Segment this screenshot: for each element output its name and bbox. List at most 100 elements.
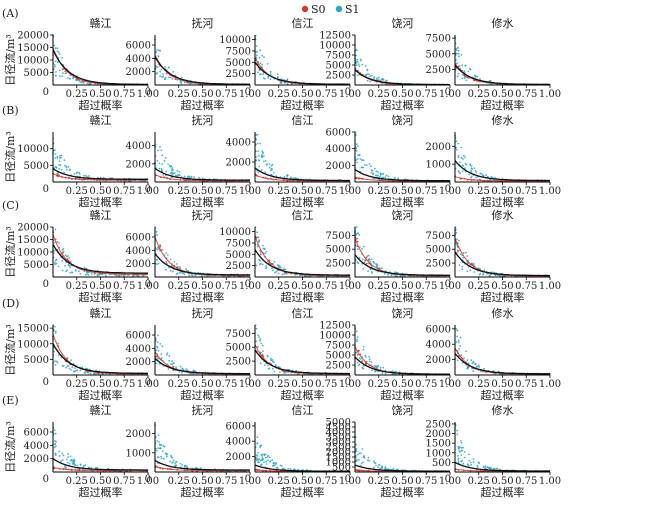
x-tick-label: 0.75 (113, 281, 135, 292)
data-point-s1 (256, 231, 259, 234)
data-point-s1 (390, 274, 393, 276)
data-point-s0 (462, 252, 465, 254)
data-point-s1 (55, 360, 58, 363)
x-tick-label: 0.75 (215, 281, 237, 292)
data-point-s1 (167, 368, 170, 370)
data-point-s1 (357, 63, 360, 65)
x-axis-title: 超过概率 (79, 195, 123, 209)
data-point-s1 (382, 172, 384, 175)
data-point-s1 (362, 166, 365, 169)
data-point-s1 (158, 443, 161, 446)
data-point-s1 (171, 270, 174, 273)
legend-item-s0: S0 (301, 3, 326, 16)
panel-title: 饶河 (392, 404, 414, 417)
data-point-s1 (261, 263, 264, 266)
data-point-s1 (470, 169, 472, 172)
data-point-s0 (467, 76, 469, 79)
data-point-s1 (76, 464, 79, 467)
data-point-s1 (379, 366, 382, 369)
data-point-s1 (372, 260, 375, 263)
x-tick-label-0: 0 (145, 474, 151, 485)
data-point-s1 (366, 164, 368, 167)
data-point-s1 (179, 266, 181, 268)
x-axis-title: 超过概率 (281, 98, 325, 112)
data-point-s1 (137, 275, 140, 277)
data-point-s1 (60, 168, 63, 171)
data-point-s1 (169, 76, 172, 79)
data-point-s1 (66, 269, 69, 271)
data-point-s1 (60, 460, 62, 462)
x-tick-label: 1.00 (439, 186, 461, 197)
data-point-s1 (362, 346, 365, 348)
data-point-s1 (53, 44, 56, 47)
data-point-s1 (255, 138, 258, 141)
data-point-s1 (357, 364, 360, 367)
x-tick-label: 0.50 (291, 186, 313, 197)
y-tick-label: 4000 (326, 428, 351, 439)
data-point-s1 (161, 76, 163, 78)
data-point-s1 (463, 451, 466, 453)
data-point-s1 (470, 165, 473, 167)
data-point-s1 (459, 336, 462, 339)
data-point-s1 (381, 465, 383, 468)
data-point-s1 (173, 261, 176, 263)
data-point-s1 (469, 163, 472, 166)
y-tick-label: 1500 (326, 453, 351, 464)
y-tick-label: 4500 (326, 423, 351, 434)
data-point-s1 (175, 366, 177, 368)
data-point-s1 (164, 66, 166, 68)
data-point-s1 (355, 226, 358, 228)
data-point-s1 (272, 171, 275, 174)
data-point-s0 (268, 259, 271, 262)
data-point-s1 (460, 454, 463, 456)
series-line-median (52, 343, 148, 375)
data-point-s1 (469, 67, 471, 70)
y-tick-label: 2000 (126, 357, 151, 368)
x-tick-label: 0.50 (89, 89, 111, 100)
x-tick-label: 0.50 (391, 476, 413, 487)
data-point-s1 (156, 160, 159, 162)
data-point-s1 (371, 266, 373, 268)
data-point-s1 (70, 368, 72, 371)
data-point-s1 (181, 272, 184, 274)
data-point-s1 (456, 75, 459, 78)
data-point-s0 (256, 236, 258, 239)
data-point-s1 (457, 53, 460, 55)
x-axis-title: 超过概率 (181, 485, 225, 499)
data-point-s1 (387, 175, 390, 178)
data-point-s1 (283, 273, 285, 275)
data-point-s1 (160, 457, 163, 460)
x-tick-label-0: 0 (245, 474, 251, 485)
data-point-s1 (356, 340, 358, 343)
data-point-s0 (358, 349, 360, 352)
x-tick-label: 0.25 (368, 281, 390, 292)
data-point-s1 (159, 447, 162, 449)
data-point-s1 (259, 259, 261, 262)
x-tick-label-0: 0 (445, 474, 451, 485)
data-point-s1 (56, 361, 59, 364)
x-tick-label: 0.75 (315, 89, 337, 100)
series-line-median (254, 61, 350, 85)
data-point-s1 (377, 365, 379, 367)
data-point-s1 (462, 462, 465, 465)
data-point-s1 (56, 47, 59, 49)
data-point-s1 (62, 454, 65, 457)
data-point-s1 (355, 448, 358, 450)
data-point-s1 (356, 49, 358, 52)
data-point-s1 (161, 154, 164, 157)
panel-title: 饶河 (392, 209, 414, 222)
data-point-s1 (461, 459, 464, 462)
data-point-s0 (261, 353, 264, 356)
data-point-s1 (456, 433, 459, 436)
data-point-s1 (472, 264, 475, 266)
y-tick-label: 6000 (126, 331, 151, 342)
data-point-s1 (460, 54, 463, 56)
y-tick-label: 4000 (326, 144, 351, 155)
data-point-s1 (54, 330, 57, 333)
data-point-s1 (281, 273, 284, 276)
